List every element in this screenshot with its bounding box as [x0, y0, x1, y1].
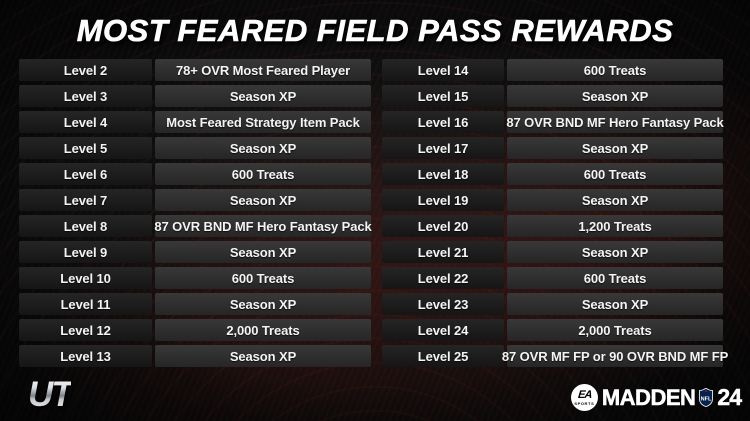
reward-cell-left: 2,000 Treats [155, 319, 371, 341]
table-row: Level 2 78+ OVR Most Feared Player Level… [19, 59, 723, 81]
page-title: MOST FEARED FIELD PASS REWARDS [76, 13, 674, 49]
level-cell-right: Level 16 [382, 111, 504, 133]
level-cell-left: Level 2 [19, 59, 152, 81]
reward-cell-left: 600 Treats [155, 163, 371, 185]
level-cell-right: Level 24 [382, 319, 504, 341]
reward-cell-right: Season XP [507, 293, 723, 315]
level-cell-left: Level 9 [19, 241, 152, 263]
reward-cell-left: Season XP [155, 137, 371, 159]
nfl-shield-red-accent [705, 390, 708, 392]
reward-cell-right: 600 Treats [507, 59, 723, 81]
reward-cell-right: Season XP [507, 241, 723, 263]
level-cell-left: Level 10 [19, 267, 152, 289]
reward-cell-right: 600 Treats [507, 163, 723, 185]
ea-sports-icon: EA SPORTS [570, 384, 598, 411]
level-cell-left: Level 13 [19, 345, 152, 367]
ultimate-team-logo: UT [28, 375, 73, 414]
table-row: Level 12 2,000 Treats Level 24 2,000 Tre… [19, 319, 723, 341]
level-cell-right: Level 19 [382, 189, 504, 211]
table-row: Level 6 600 Treats Level 18 600 Treats [19, 163, 723, 185]
reward-cell-left: Season XP [155, 345, 371, 367]
level-cell-left: Level 4 [19, 111, 152, 133]
reward-cell-left: 87 OVR BND MF Hero Fantasy Pack [154, 215, 372, 237]
reward-cell-left: 78+ OVR Most Feared Player [155, 59, 371, 81]
reward-cell-left: Season XP [155, 241, 371, 263]
level-cell-right: Level 14 [382, 59, 504, 81]
level-cell-left: Level 8 [19, 215, 152, 237]
level-cell-left: Level 12 [19, 319, 152, 341]
table-row: Level 3 Season XP Level 15 Season XP [19, 85, 723, 107]
ea-sports-label: SPORTS [574, 400, 595, 406]
ea-logo-text: EA [577, 388, 592, 401]
madden-24-logo: EA SPORTS MADDEN NFL 24 [570, 384, 742, 411]
madden-wordmark: MADDEN [601, 384, 697, 410]
table-row: Level 10 600 Treats Level 22 600 Treats [19, 267, 723, 289]
table-row: Level 7 Season XP Level 19 Season XP [19, 189, 723, 211]
reward-cell-right: 2,000 Treats [507, 319, 723, 341]
rewards-table: Level 2 78+ OVR Most Feared Player Level… [19, 59, 728, 371]
level-cell-right: Level 21 [382, 241, 504, 263]
reward-cell-right: 600 Treats [507, 267, 723, 289]
level-cell-right: Level 23 [382, 293, 504, 315]
reward-cell-right: 87 OVR MF FP or 90 OVR BND MF FP [502, 345, 728, 367]
table-row: Level 9 Season XP Level 21 Season XP [19, 241, 723, 263]
reward-cell-left: Season XP [155, 189, 371, 211]
reward-cell-right: 1,200 Treats [507, 215, 723, 237]
level-cell-left: Level 7 [19, 189, 152, 211]
reward-cell-right: Season XP [507, 137, 723, 159]
level-cell-right: Level 15 [382, 85, 504, 107]
reward-cell-right: Season XP [507, 85, 723, 107]
reward-cell-left: Season XP [155, 293, 371, 315]
nfl-shield-icon: NFL [699, 388, 714, 407]
table-row: Level 4 Most Feared Strategy Item Pack L… [19, 111, 724, 133]
level-cell-left: Level 6 [19, 163, 152, 185]
table-row: Level 11 Season XP Level 23 Season XP [19, 293, 723, 315]
level-cell-right: Level 25 [382, 345, 504, 367]
level-cell-right: Level 22 [382, 267, 504, 289]
table-row: Level 5 Season XP Level 17 Season XP [19, 137, 723, 159]
level-cell-left: Level 11 [19, 293, 152, 315]
table-row: Level 13 Season XP Level 25 87 OVR MF FP… [19, 345, 728, 367]
reward-cell-right: 87 OVR BND MF Hero Fantasy Pack [506, 111, 724, 133]
table-row: Level 8 87 OVR BND MF Hero Fantasy Pack … [19, 215, 723, 237]
level-cell-right: Level 18 [382, 163, 504, 185]
reward-cell-right: Season XP [507, 189, 723, 211]
level-cell-left: Level 5 [19, 137, 152, 159]
reward-cell-left: 600 Treats [155, 267, 371, 289]
level-cell-right: Level 20 [382, 215, 504, 237]
reward-cell-left: Season XP [155, 85, 371, 107]
level-cell-right: Level 17 [382, 137, 504, 159]
reward-cell-left: Most Feared Strategy Item Pack [155, 111, 371, 133]
madden-year: 24 [717, 384, 742, 411]
nfl-shield-label: NFL [701, 396, 712, 402]
level-cell-left: Level 3 [19, 85, 152, 107]
